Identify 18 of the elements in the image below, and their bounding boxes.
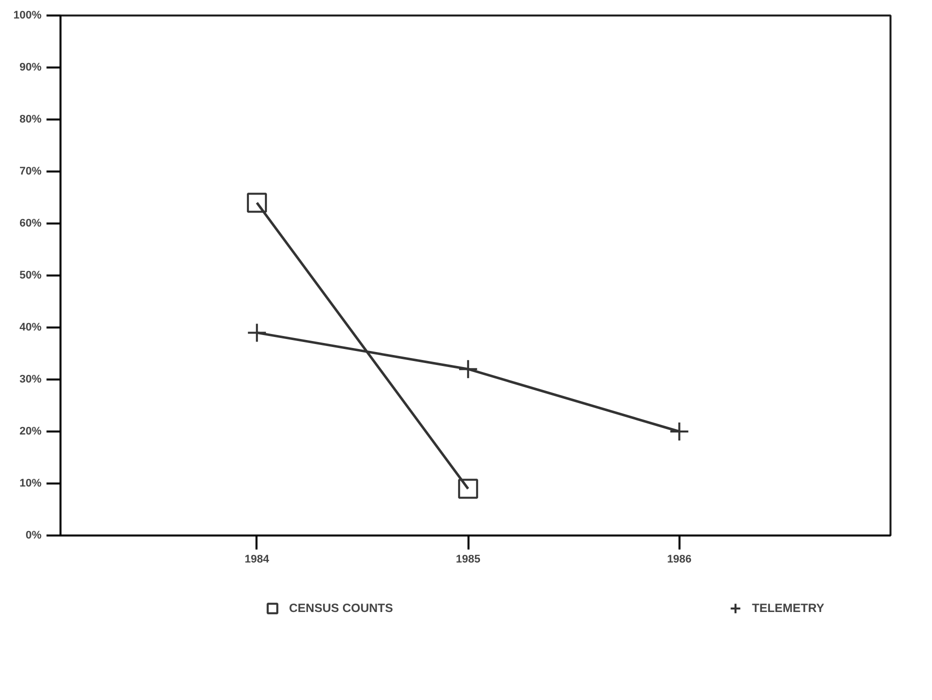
x-tick-label: 1986 — [667, 554, 692, 566]
y-tick-label: 0% — [26, 530, 42, 542]
y-tick-label: 90% — [19, 62, 42, 74]
legend-label: TELEMETRY — [752, 601, 824, 615]
point — [458, 478, 478, 499]
y-tick-label: 60% — [19, 218, 42, 230]
y-tick-label: 50% — [19, 270, 42, 282]
point — [246, 192, 267, 213]
y-tick-label: 80% — [19, 114, 42, 126]
y-tick-label: 10% — [19, 478, 42, 490]
legend-label: CENSUS COUNTS — [289, 601, 394, 615]
y-tick-label: 20% — [19, 426, 42, 438]
y-tick-label: 40% — [19, 322, 42, 334]
y-tick-label: 100% — [13, 10, 42, 22]
y-tick-label: 70% — [19, 166, 42, 178]
x-tick-label: 1985 — [456, 554, 480, 566]
x-tick-label: 1984 — [244, 554, 270, 566]
y-tick-label: 30% — [19, 374, 42, 386]
